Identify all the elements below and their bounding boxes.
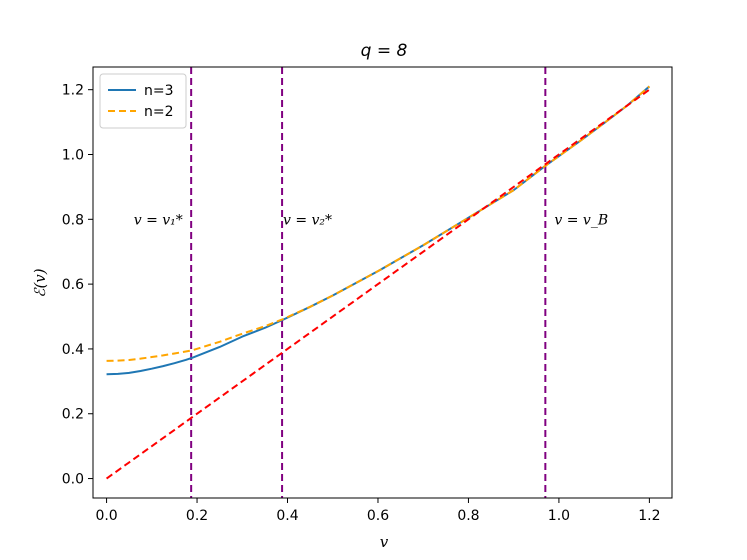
series-line-0	[106, 85, 651, 376]
annotations: v = v₁* v = v₂* v = v_B	[134, 212, 608, 228]
x-axis-label: v	[380, 533, 389, 551]
y-tick-label: 0.4	[62, 342, 84, 358]
axes: 0.0 0.2 0.4 0.6 0.8 1.0 1.2 0.0 0.2 0.4 0.6 0.8 1.0 1…	[62, 66, 673, 524]
legend: n=3n=2	[99, 73, 187, 129]
x-tick-label: 1.2	[638, 508, 660, 524]
axes-frame	[92, 66, 673, 499]
series-line-2	[105, 88, 650, 480]
plot-background	[93, 67, 672, 498]
legend-label: n=3	[144, 83, 174, 99]
annotation-1: v = v₂*	[283, 212, 332, 228]
x-tick-label: 0.8	[457, 508, 479, 524]
y-tick-label: 0.0	[62, 472, 84, 488]
annotation-0: v = v₁*	[134, 212, 183, 228]
y-tick-label: 1.2	[62, 83, 84, 99]
chart-title: q = 8	[361, 41, 408, 61]
x-tick-label: 0.0	[95, 508, 117, 524]
y-tick-label: 0.8	[62, 212, 84, 228]
x-tick-label: 0.4	[276, 508, 298, 524]
y-tick-label: 0.6	[62, 277, 84, 293]
legend-label: n=2	[144, 104, 174, 120]
y-tick-label: 0.2	[62, 407, 84, 423]
x-tick-label: 0.2	[186, 508, 208, 524]
annotation-2: v = v_B	[554, 212, 608, 228]
series-lines	[105, 67, 651, 498]
y-tick-label: 1.0	[62, 147, 84, 163]
x-tick-label: 0.6	[367, 508, 389, 524]
legend-box	[99, 73, 187, 129]
x-tick-label: 1.0	[548, 508, 570, 524]
plot-area	[93, 67, 672, 498]
y-axis-label: ℰ(v)	[31, 268, 49, 297]
